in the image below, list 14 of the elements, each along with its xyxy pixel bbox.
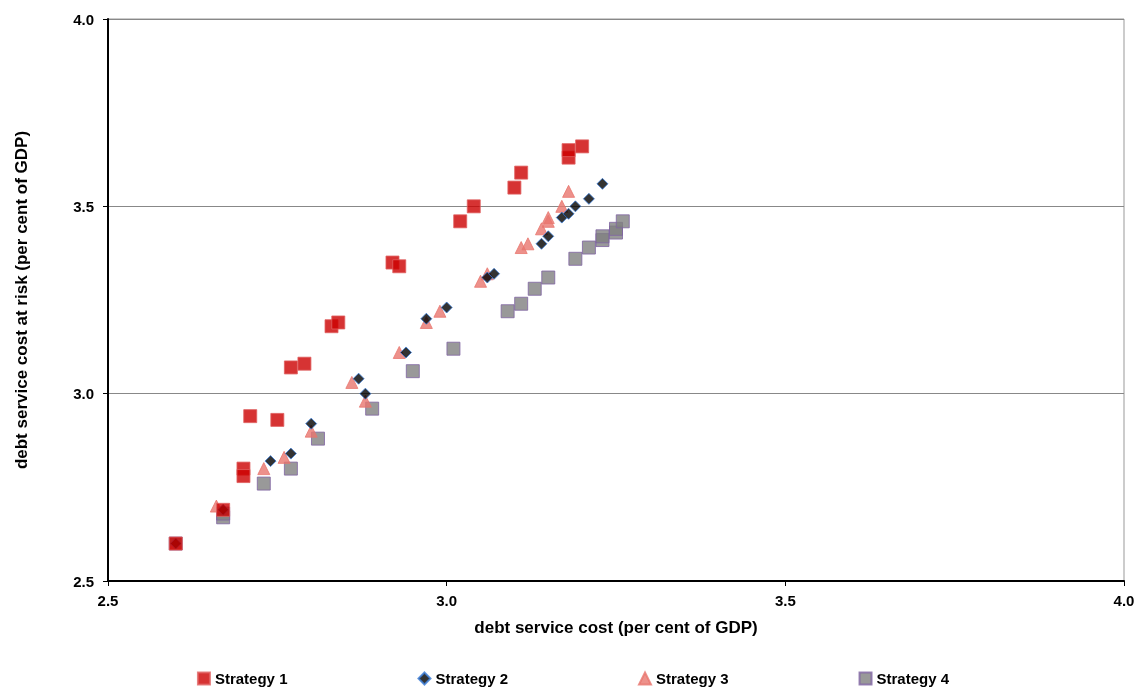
x-tick-label: 4.0	[1113, 592, 1135, 609]
legend-label: Strategy 1	[214, 670, 288, 687]
legend-label: Strategy 3	[656, 670, 729, 687]
legend-label: Strategy 4	[876, 670, 950, 687]
legend-label: Strategy 2	[435, 670, 509, 687]
y-tick-label: 4.0	[73, 10, 94, 28]
y-tick-label: 3.0	[73, 385, 94, 403]
y-axis-title: debt service cost at risk (per cent of GDP)	[12, 130, 31, 470]
x-tick-label: 2.5	[97, 592, 119, 609]
y-tick-label: 2.5	[73, 572, 94, 590]
x-axis-title: debt service cost (per cent of GDP)	[474, 618, 758, 637]
y-tick-label: 3.5	[73, 197, 94, 215]
x-tick-label: 3.0	[436, 592, 458, 609]
x-tick-label: 3.5	[774, 592, 796, 609]
